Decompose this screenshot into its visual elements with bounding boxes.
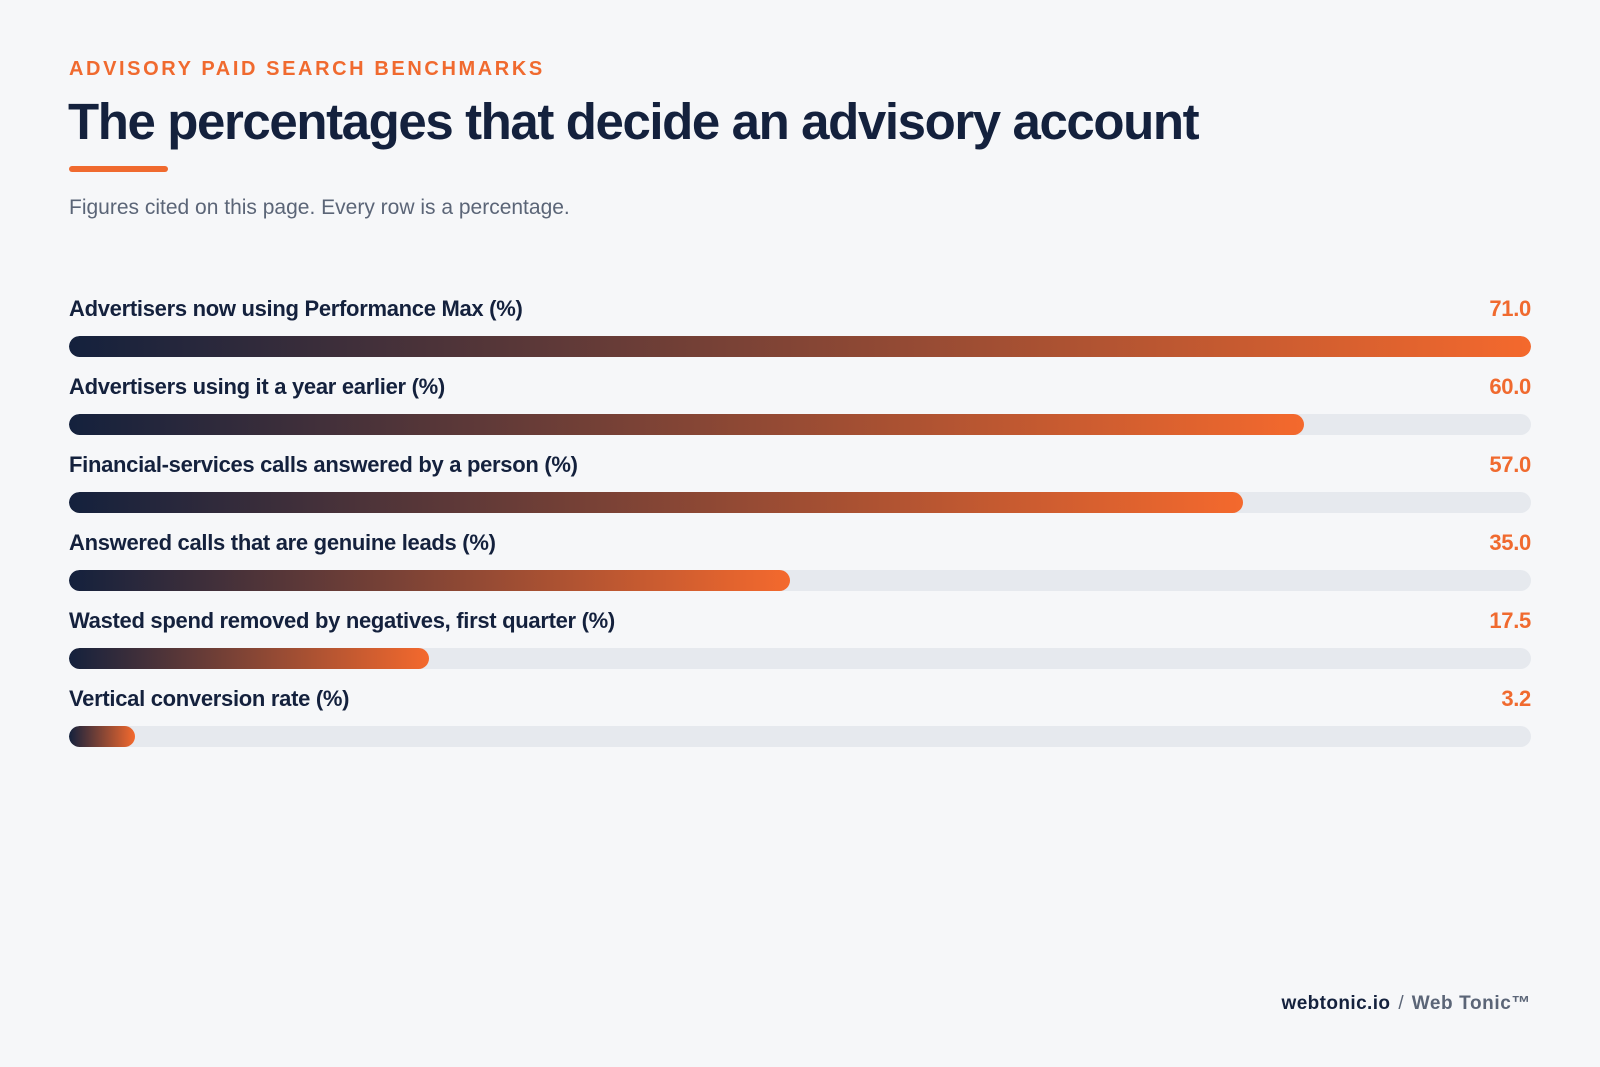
bar-value-label: 60.0 <box>1489 374 1531 399</box>
footer-site[interactable]: webtonic.io <box>1281 993 1391 1014</box>
title-accent-rule <box>69 166 168 172</box>
bar-track <box>69 492 1531 513</box>
bar-label: Answered calls that are genuine leads (%… <box>69 530 496 555</box>
bar-value-label: 71.0 <box>1489 296 1531 321</box>
footer-brand: Web Tonic™ <box>1411 993 1531 1014</box>
bar-value-label: 35.0 <box>1489 530 1531 555</box>
bar-label: Advertisers using it a year earlier (%) <box>69 374 445 399</box>
bar-track <box>69 336 1531 357</box>
bar <box>69 648 430 669</box>
footer-credit: webtonic.io / Web Tonic™ <box>1282 993 1531 1015</box>
chart-subtitle: Figures cited on this page. Every row is… <box>69 196 570 219</box>
bar-value-label: 17.5 <box>1489 608 1531 633</box>
bar-row: Advertisers using it a year earlier (%) 6… <box>69 374 1531 452</box>
bar-value-label: 3.2 <box>1501 686 1531 711</box>
bar-row: Wasted spend removed by negatives, first… <box>69 608 1531 686</box>
bar-row: Answered calls that are genuine leads (%… <box>69 530 1531 608</box>
bar <box>69 414 1305 435</box>
bar-row: Advertisers now using Performance Max (%… <box>69 296 1531 374</box>
bar-row: Financial-services calls answered by a p… <box>69 452 1531 530</box>
bar-chart: Advertisers now using Performance Max (%… <box>69 296 1531 764</box>
bar <box>69 726 135 747</box>
bar-row: Vertical conversion rate (%) 3.2 <box>69 686 1531 764</box>
chart-title: The percentages that decide an advisory … <box>68 93 1200 150</box>
bar <box>69 336 1531 357</box>
bar <box>69 570 790 591</box>
bar-track <box>69 414 1531 435</box>
bar-track <box>69 726 1531 747</box>
bar-label: Financial-services calls answered by a p… <box>69 452 578 477</box>
bar <box>69 492 1243 513</box>
bar-value-label: 57.0 <box>1489 452 1531 477</box>
bar-track <box>69 648 1531 669</box>
bar-label: Wasted spend removed by negatives, first… <box>69 608 615 633</box>
footer-separator: / <box>1398 993 1404 1014</box>
bar-track <box>69 570 1531 591</box>
bar-label: Vertical conversion rate (%) <box>69 686 350 711</box>
chart-eyebrow: ADVISORY PAID SEARCH BENCHMARKS <box>69 58 545 80</box>
bar-label: Advertisers now using Performance Max (%… <box>69 296 523 321</box>
